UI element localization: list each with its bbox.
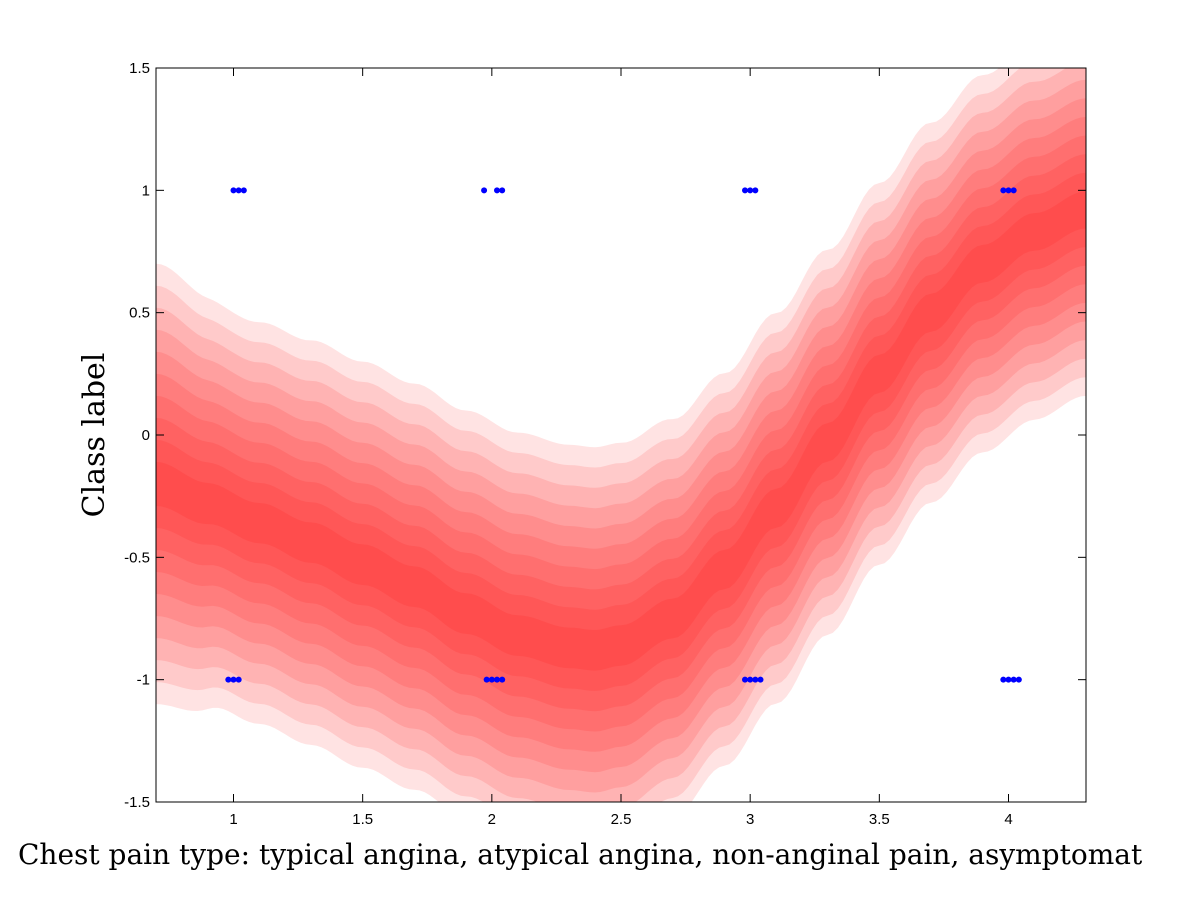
data-point <box>235 676 242 683</box>
data-point <box>1010 187 1017 194</box>
band-level-2 <box>156 172 1086 691</box>
band-level-5 <box>156 116 1086 752</box>
y-axis: 1.5 1 0.5 0 -0.5 -1 -1.5 <box>124 60 1086 811</box>
x-tick-label: 3.5 <box>869 811 890 828</box>
data-point <box>757 676 764 683</box>
data-point <box>235 187 242 194</box>
x-axis-label: Chest pain type: typical angina, atypica… <box>18 838 1143 871</box>
data-point <box>1005 676 1012 683</box>
data-point <box>1000 676 1007 683</box>
band-level-10 <box>156 68 1086 802</box>
x-tick-label: 1 <box>229 811 237 828</box>
data-point <box>747 187 754 194</box>
data-point <box>742 187 748 194</box>
data-point <box>230 676 237 683</box>
data-point <box>1000 187 1007 194</box>
data-point <box>1010 676 1017 683</box>
data-point <box>752 187 759 194</box>
band-level-9 <box>156 68 1086 802</box>
data-point <box>240 187 247 194</box>
data-point <box>230 187 237 194</box>
y-tick-label: 1 <box>142 182 150 199</box>
y-tick-label: 0.5 <box>129 305 150 322</box>
x-tick-label: 4 <box>1004 811 1012 828</box>
data-point <box>499 676 506 683</box>
y-tick-label: 1.5 <box>129 60 150 77</box>
y-tick-label: -1 <box>137 672 150 689</box>
y-tick-label: -1.5 <box>124 794 150 811</box>
data-point <box>747 676 754 683</box>
data-point <box>499 187 506 194</box>
band-level-6 <box>156 98 1086 773</box>
x-axis: 1 1.5 2 2.5 3 3.5 4 <box>229 68 1013 828</box>
y-axis-label: Class label <box>77 353 112 518</box>
data-point <box>1015 676 1022 683</box>
data-point <box>752 676 759 683</box>
y-tick-label: 0 <box>142 427 150 444</box>
data-point <box>742 676 748 683</box>
x-tick-label: 2 <box>488 811 496 828</box>
data-point <box>483 676 490 683</box>
x-tick-label: 3 <box>746 811 754 828</box>
data-point <box>494 187 500 194</box>
band-level-4 <box>156 135 1086 732</box>
band-level-8 <box>156 68 1086 802</box>
band-level-7 <box>156 79 1086 793</box>
data-point <box>225 676 232 683</box>
data-point <box>1005 187 1012 194</box>
x-tick-label: 2.5 <box>611 811 632 828</box>
band-level-3 <box>156 154 1086 712</box>
x-tick-label: 1.5 <box>352 811 373 828</box>
uncertainty-bands <box>156 68 1086 802</box>
data-point <box>488 676 495 683</box>
y-tick-label: -0.5 <box>124 549 150 566</box>
data-point <box>494 676 500 683</box>
data-points <box>225 187 1022 683</box>
data-point <box>481 187 488 194</box>
